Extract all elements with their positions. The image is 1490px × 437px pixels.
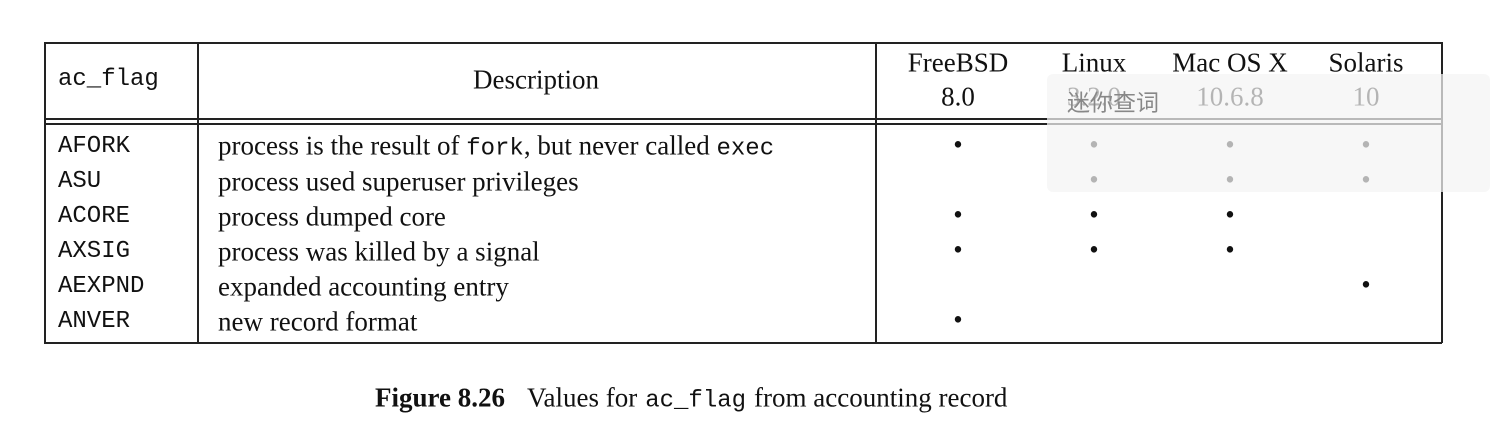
flag: ACORE <box>58 203 131 230</box>
rule <box>1441 42 1443 343</box>
description: process used superuser privileges <box>218 166 579 197</box>
support-mark: • <box>1089 234 1099 265</box>
header-cell: Solaris <box>1328 47 1404 78</box>
rule <box>44 42 1442 44</box>
description: process is the result of fork, but never… <box>218 130 775 163</box>
text: , but never called <box>523 130 717 161</box>
text: process dumped core <box>218 201 446 232</box>
description: process was killed by a signal <box>218 236 540 267</box>
rule <box>44 118 1442 120</box>
caption: Figure 8.26 Values for ac_flag from account… <box>375 382 1008 415</box>
header-cell: Description <box>473 64 599 95</box>
support-mark: • <box>953 304 963 335</box>
text: process used superuser privileges <box>218 166 579 197</box>
lookup-popup[interactable]: 迷你查词 <box>1047 74 1490 192</box>
caption-text: Values for <box>527 382 638 413</box>
flag: ANVER <box>58 308 131 335</box>
header-cell: 8.0 <box>941 81 975 112</box>
description: process dumped core <box>218 201 446 232</box>
flag: ASU <box>58 168 102 195</box>
support-mark: • <box>953 234 963 265</box>
description: new record format <box>218 306 418 337</box>
text: process is the result of <box>218 130 467 161</box>
header-cell: Linux <box>1061 47 1127 78</box>
code: exec <box>716 135 775 163</box>
header-cell: FreeBSD <box>907 47 1009 78</box>
text: process was killed by a signal <box>218 236 540 267</box>
code: fork <box>466 135 524 163</box>
text: new record format <box>218 306 418 337</box>
caption-text: ac_flag <box>645 387 747 415</box>
support-mark: • <box>1225 199 1235 230</box>
support-mark: • <box>953 199 963 230</box>
support-mark: • <box>1361 269 1371 300</box>
popup-label: 迷你查词 <box>1067 90 1159 117</box>
rule <box>197 42 199 343</box>
support-mark: • <box>1089 199 1099 230</box>
description: expanded accounting entry <box>218 271 509 302</box>
flag: AFORK <box>58 133 131 160</box>
support-mark: • <box>953 129 963 160</box>
text: expanded accounting entry <box>218 271 509 302</box>
header-cell: ac_flag <box>58 66 159 93</box>
caption-label: Figure 8.26 <box>375 382 505 413</box>
rule <box>44 342 1442 344</box>
rule <box>44 42 46 343</box>
header-cell: Mac OS X <box>1172 47 1288 78</box>
caption-text: from accounting record <box>754 382 1008 413</box>
rule <box>44 123 1442 125</box>
flag: AEXPND <box>58 273 145 300</box>
support-mark: • <box>1225 234 1235 265</box>
rule <box>875 42 877 343</box>
flag: AXSIG <box>58 238 131 265</box>
